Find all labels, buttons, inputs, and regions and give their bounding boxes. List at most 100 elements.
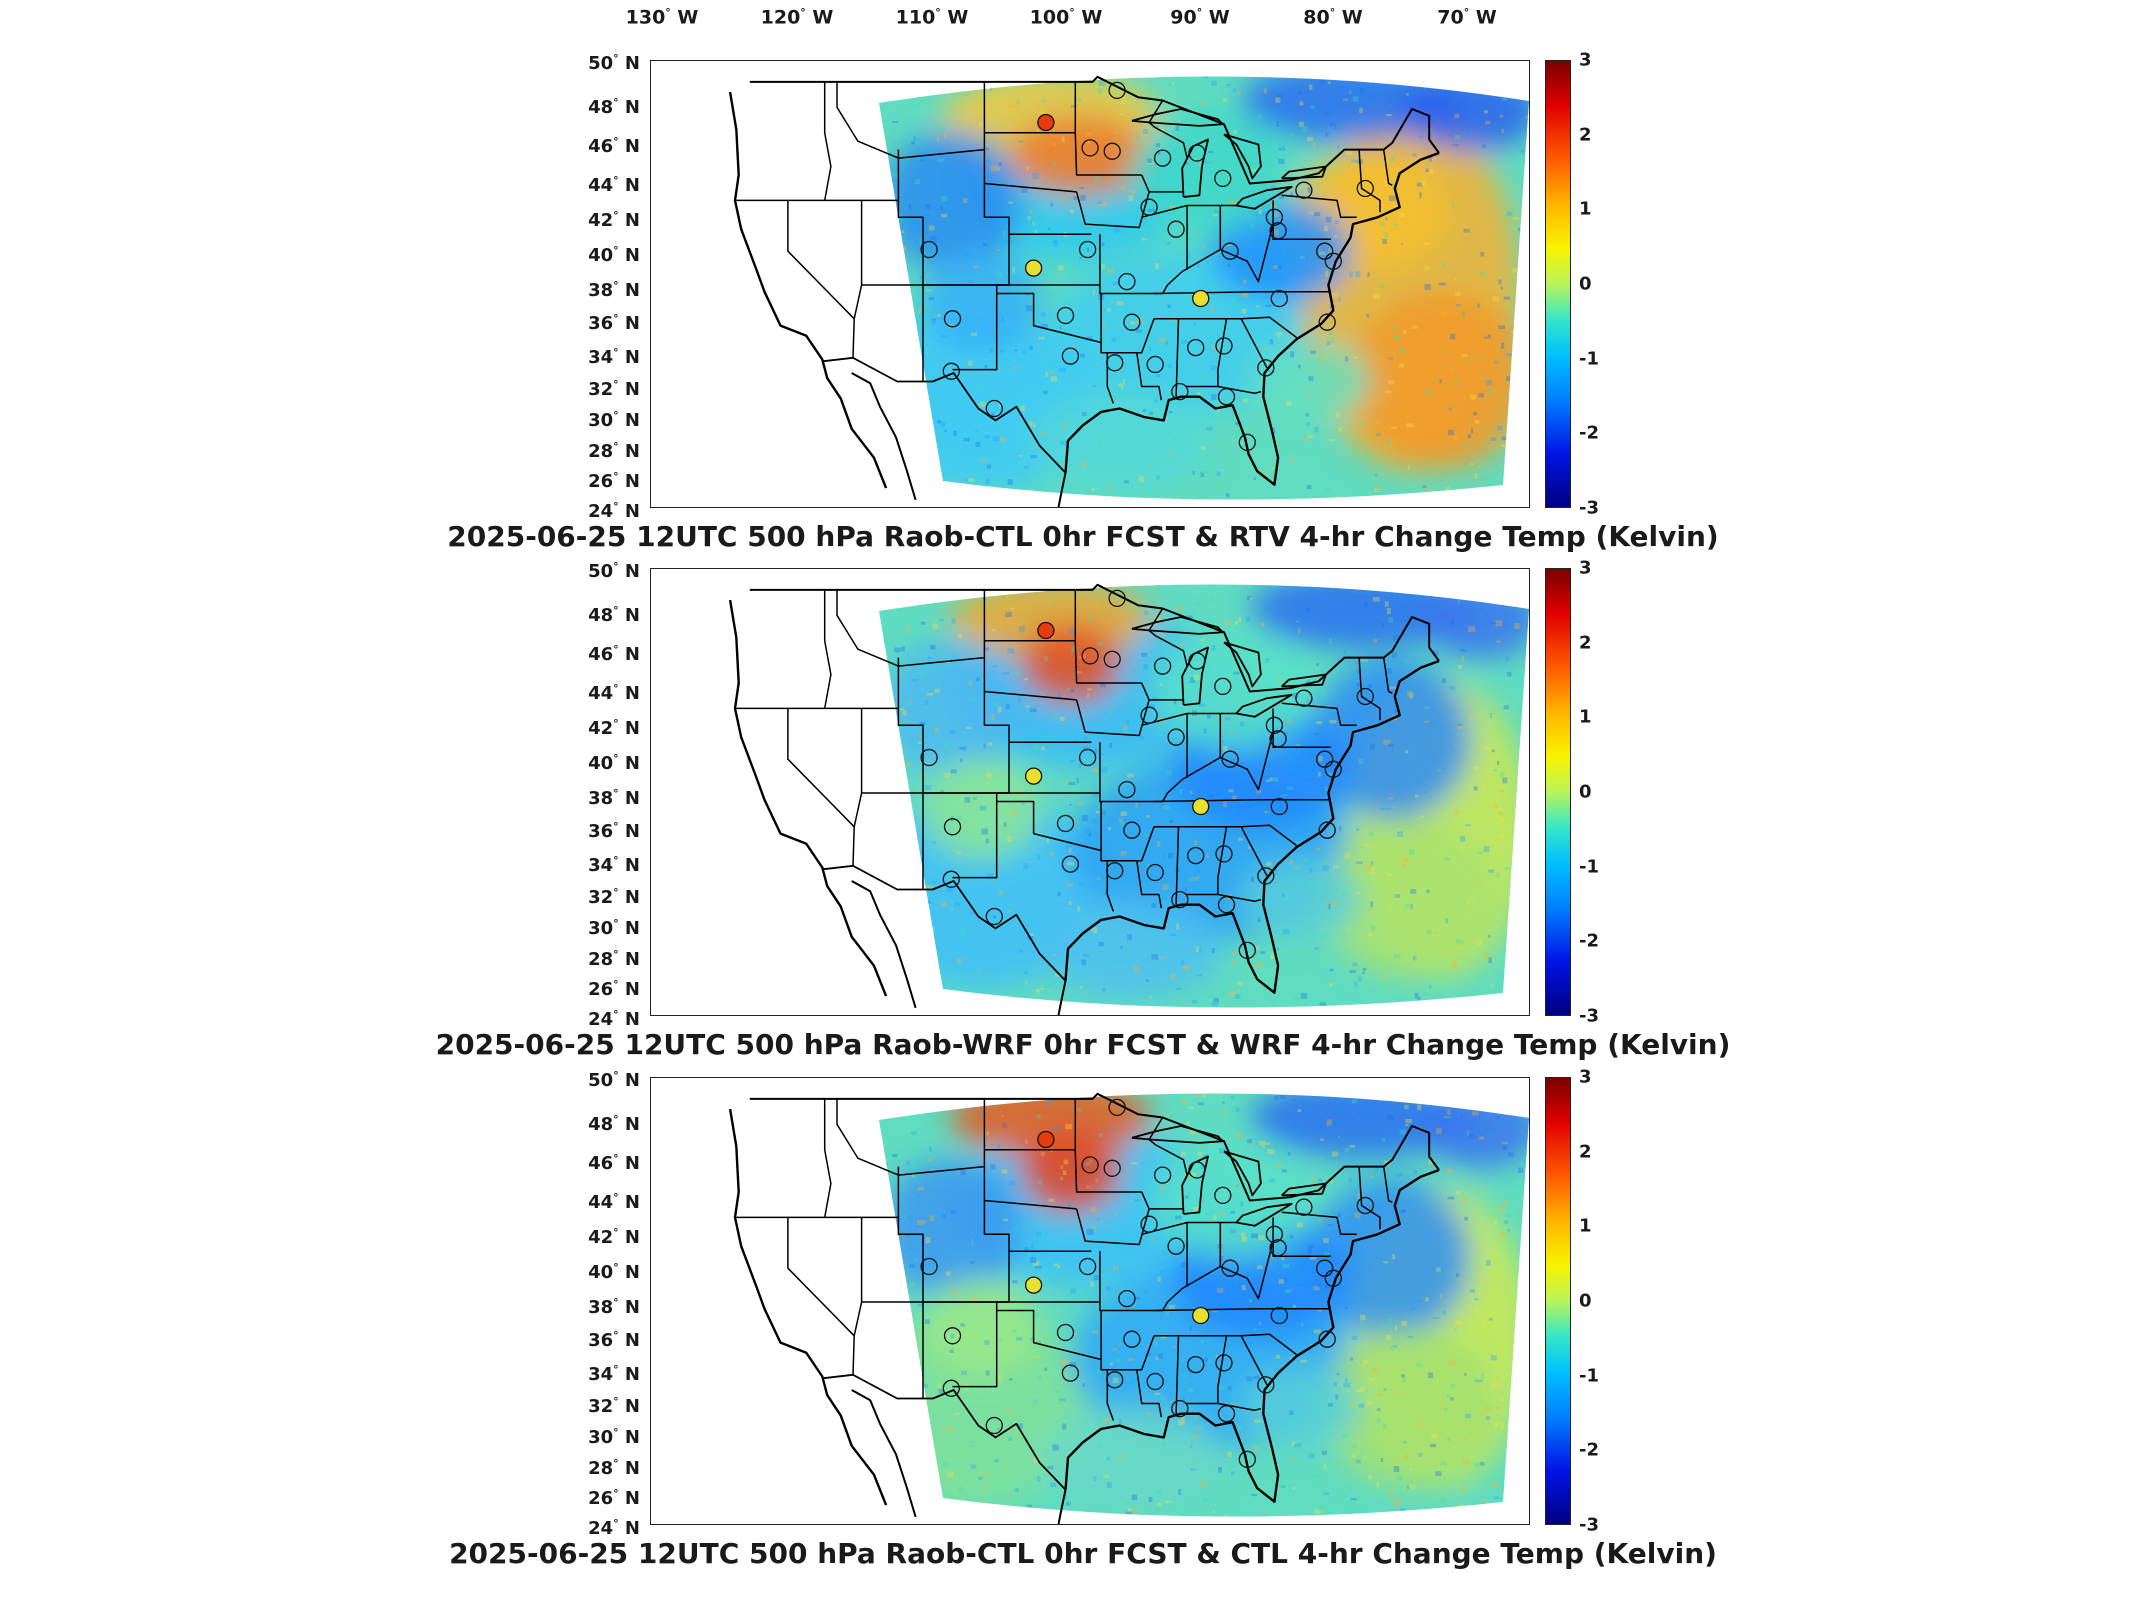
colorbar-tick-label: 0 — [1579, 781, 1592, 803]
coastline — [728, 1108, 888, 1506]
station-marker — [1214, 1186, 1232, 1205]
station-marker — [942, 362, 960, 380]
panel-title: 2025-06-25 12UTC 500 hPa Raob-CTL 0hr FC… — [447, 520, 1719, 553]
latitude-label: 38° N — [588, 787, 640, 809]
station-marker — [1108, 81, 1126, 100]
state-border — [1075, 174, 1150, 229]
map-frame — [650, 1077, 1530, 1525]
state-border — [996, 800, 1102, 852]
station-marker — [1316, 750, 1334, 768]
station-marker — [1269, 222, 1287, 240]
station-marker — [1118, 1289, 1136, 1308]
lake-shoreline — [1131, 108, 1224, 127]
station-marker — [1356, 687, 1374, 706]
state-border — [1075, 1191, 1150, 1246]
latitude-label: 44° N — [588, 1191, 640, 1213]
state-border — [984, 1199, 1077, 1210]
longitude-label: 110° W — [895, 6, 969, 29]
state-border — [852, 200, 863, 358]
latitude-label: 42° N — [588, 717, 640, 739]
longitude-label: 130° W — [625, 6, 699, 29]
state-border — [1272, 1217, 1331, 1258]
station-marker — [1081, 647, 1099, 665]
colorbar-tick-label: 1 — [1579, 706, 1592, 728]
lake-shoreline — [1281, 1182, 1327, 1197]
station-marker — [1078, 748, 1097, 767]
station-marker — [1103, 142, 1121, 160]
station-marker — [1108, 1098, 1126, 1117]
colorbar-tick-label: -2 — [1579, 422, 1599, 444]
latitude-label: 28° N — [588, 1457, 640, 1479]
colorbar-tick-label: -3 — [1579, 1514, 1599, 1536]
latitude-label: 50° N — [588, 560, 640, 582]
state-border — [996, 1309, 1102, 1361]
map-outlines — [728, 583, 1440, 1015]
station-marker — [1106, 862, 1124, 880]
station-marker — [1257, 359, 1275, 377]
station-marker — [1140, 1215, 1158, 1233]
state-border — [1281, 194, 1357, 219]
state-border — [823, 81, 832, 201]
coastline — [851, 880, 917, 1009]
state-border — [787, 708, 855, 828]
state-border — [1241, 316, 1297, 339]
colorbar — [1545, 1077, 1571, 1525]
station-marker — [1324, 760, 1342, 778]
state-border — [823, 589, 832, 709]
state-border — [984, 690, 1077, 701]
latitude-label: 32° N — [588, 886, 640, 908]
coastline — [1064, 151, 1440, 486]
latitude-label: 40° N — [588, 244, 640, 266]
colorbar-tick-label: -2 — [1579, 930, 1599, 952]
lake-shoreline — [1235, 185, 1293, 210]
lake-shoreline — [1281, 673, 1327, 688]
state-border — [1074, 81, 1142, 176]
state-border — [996, 292, 1102, 344]
state-border — [1153, 1308, 1331, 1312]
colorbar-tick-label: -3 — [1579, 1005, 1599, 1027]
raob-stations — [920, 81, 1374, 452]
state-border — [836, 589, 985, 667]
colorbar — [1545, 568, 1571, 1016]
station-marker — [985, 399, 1003, 418]
state-border — [1178, 826, 1228, 896]
lake-shoreline — [1281, 165, 1327, 180]
lake-shoreline — [1181, 138, 1209, 198]
colorbar-tick-label: 0 — [1579, 273, 1592, 295]
station-marker — [920, 1257, 938, 1276]
station-marker — [1106, 1371, 1124, 1389]
state-border — [1100, 1310, 1155, 1371]
station-marker — [942, 870, 960, 888]
latitude-label: 48° N — [588, 96, 640, 118]
station-marker — [1270, 1306, 1288, 1325]
colorbar-tick-label: 3 — [1579, 49, 1592, 71]
station-marker — [1324, 252, 1342, 270]
latitude-label: 42° N — [588, 209, 640, 231]
temperature-field — [879, 584, 1529, 1008]
latitude-label: 32° N — [588, 378, 640, 400]
station-marker — [920, 240, 938, 259]
state-border — [1178, 318, 1228, 388]
station-marker — [1238, 941, 1256, 960]
station-marker — [1269, 1239, 1287, 1257]
station-marker — [1238, 433, 1256, 452]
latitude-label: 38° N — [588, 279, 640, 301]
state-border — [1153, 291, 1331, 295]
station-marker — [1153, 1166, 1172, 1184]
panel-title: 2025-06-25 12UTC 500 hPa Raob-WRF 0hr FC… — [435, 1028, 1731, 1061]
map-outlines — [728, 1092, 1440, 1524]
lake-shoreline — [1223, 1150, 1262, 1197]
state-border — [1153, 799, 1331, 803]
station-marker — [1037, 113, 1055, 132]
latitude-label: 30° N — [588, 917, 640, 939]
coastline — [851, 1389, 917, 1518]
station-marker — [1257, 867, 1275, 885]
country-border — [823, 356, 1067, 474]
station-marker — [1167, 728, 1185, 746]
latitude-label: 42° N — [588, 1226, 640, 1248]
station-marker — [1188, 652, 1206, 670]
state-border — [984, 182, 1077, 193]
station-marker — [1108, 589, 1126, 608]
station-marker — [1295, 181, 1313, 199]
